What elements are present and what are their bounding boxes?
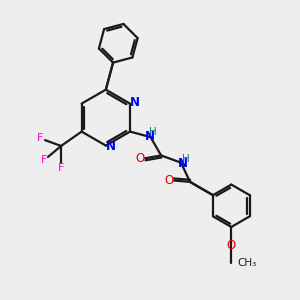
Text: O: O	[135, 152, 145, 165]
Text: N: N	[106, 140, 116, 153]
Text: H: H	[149, 128, 157, 137]
Text: N: N	[178, 157, 188, 170]
Text: N: N	[130, 96, 140, 109]
Text: N: N	[145, 130, 155, 143]
Text: F: F	[37, 133, 43, 143]
Text: F: F	[41, 155, 47, 165]
Text: O: O	[164, 174, 173, 187]
Text: H: H	[182, 154, 190, 164]
Text: CH₃: CH₃	[238, 259, 257, 269]
Text: O: O	[227, 239, 236, 252]
Text: F: F	[58, 163, 64, 173]
